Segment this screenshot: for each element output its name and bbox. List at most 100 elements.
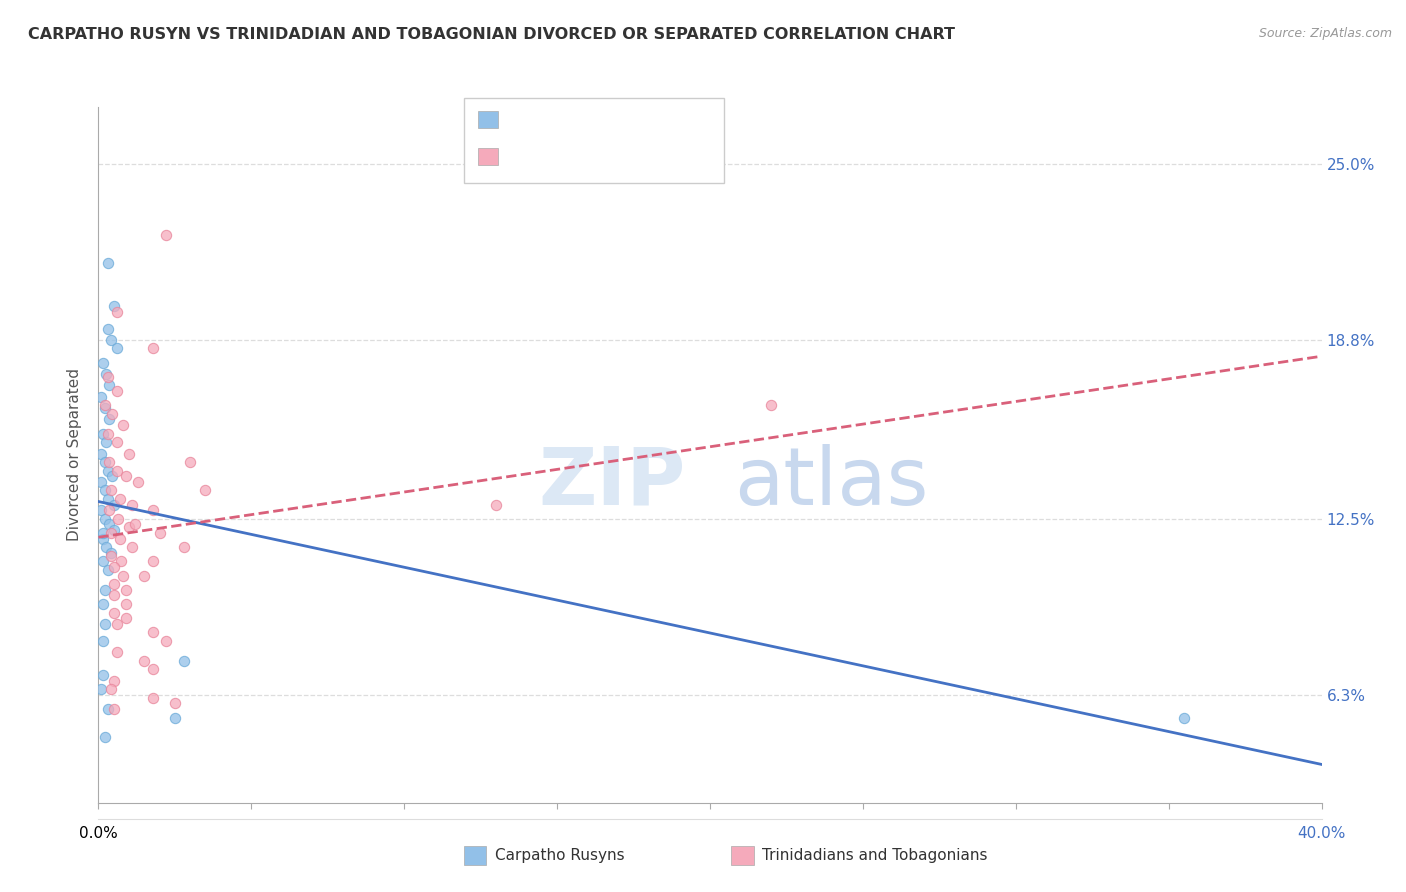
- Point: [91, 356, 114, 370]
- Point: [90, 475, 112, 489]
- Text: 40.0%: 40.0%: [1298, 825, 1346, 840]
- Point: [97, 321, 120, 335]
- Point: [163, 710, 186, 724]
- Point: [93, 398, 115, 412]
- Point: [155, 227, 177, 242]
- Point: [103, 589, 125, 603]
- Point: [91, 426, 114, 441]
- Text: atlas: atlas: [734, 443, 929, 522]
- Point: [93, 512, 115, 526]
- Point: [97, 426, 120, 441]
- Point: [91, 597, 114, 611]
- Point: [103, 560, 125, 574]
- Point: [100, 526, 122, 541]
- Point: [93, 731, 115, 745]
- Point: [93, 455, 115, 469]
- Point: [98, 503, 121, 517]
- Point: [93, 616, 115, 631]
- Text: Carpatho Rusyns: Carpatho Rusyns: [495, 848, 624, 863]
- Point: [97, 491, 120, 506]
- Point: [155, 634, 177, 648]
- Point: [94, 540, 117, 554]
- Point: [98, 455, 121, 469]
- Point: [142, 554, 165, 568]
- Point: [101, 469, 124, 483]
- Point: [111, 418, 134, 433]
- Point: [101, 407, 124, 421]
- Point: [103, 606, 125, 620]
- Point: [103, 577, 125, 591]
- Point: [149, 526, 172, 541]
- Point: [103, 702, 125, 716]
- Point: [105, 464, 128, 478]
- Point: [100, 546, 122, 560]
- Point: [91, 526, 114, 541]
- Point: [94, 367, 117, 381]
- Text: R = -0.362   N = 42: R = -0.362 N = 42: [509, 114, 666, 128]
- Point: [134, 568, 156, 582]
- Point: [97, 464, 120, 478]
- Text: Trinidadians and Tobagonians: Trinidadians and Tobagonians: [762, 848, 987, 863]
- Point: [115, 597, 138, 611]
- Point: [91, 634, 114, 648]
- Text: R =   0.348   N = 55: R = 0.348 N = 55: [509, 152, 671, 166]
- Point: [108, 532, 131, 546]
- Point: [111, 568, 134, 582]
- Point: [90, 390, 112, 404]
- Point: [103, 673, 125, 688]
- Point: [115, 582, 138, 597]
- Point: [115, 611, 138, 625]
- Point: [142, 625, 165, 640]
- Point: [98, 517, 121, 532]
- Point: [134, 654, 156, 668]
- Point: [761, 398, 783, 412]
- Text: CARPATHO RUSYN VS TRINIDADIAN AND TOBAGONIAN DIVORCED OR SEPARATED CORRELATION C: CARPATHO RUSYN VS TRINIDADIAN AND TOBAGO…: [28, 27, 955, 42]
- Point: [90, 682, 112, 697]
- Point: [97, 256, 120, 270]
- Point: [105, 435, 128, 450]
- Point: [163, 697, 186, 711]
- Point: [90, 503, 112, 517]
- Point: [98, 378, 121, 392]
- Point: [121, 498, 143, 512]
- Point: [100, 483, 122, 498]
- Point: [127, 475, 149, 489]
- Point: [142, 690, 165, 705]
- Point: [91, 554, 114, 568]
- Point: [179, 455, 201, 469]
- Point: [105, 342, 128, 356]
- Point: [173, 654, 195, 668]
- Point: [97, 369, 120, 384]
- Point: [91, 668, 114, 682]
- Point: [115, 469, 138, 483]
- Point: [105, 304, 128, 318]
- Point: [118, 446, 141, 460]
- Point: [103, 498, 125, 512]
- Point: [98, 412, 121, 426]
- Point: [105, 616, 128, 631]
- Point: [194, 483, 217, 498]
- Point: [105, 645, 128, 659]
- Point: [93, 483, 115, 498]
- Point: [100, 549, 122, 563]
- Point: [105, 384, 128, 398]
- Point: [90, 446, 112, 460]
- Point: [97, 702, 120, 716]
- Point: [142, 342, 165, 356]
- Point: [94, 435, 117, 450]
- Point: [485, 498, 508, 512]
- Point: [118, 520, 141, 534]
- Point: [108, 491, 131, 506]
- Text: 0.0%: 0.0%: [79, 825, 118, 840]
- Point: [142, 503, 165, 517]
- Point: [121, 540, 143, 554]
- Point: [93, 582, 115, 597]
- Point: [1173, 710, 1195, 724]
- Point: [93, 401, 115, 415]
- Point: [100, 682, 122, 697]
- Point: [103, 523, 125, 537]
- Point: [103, 299, 125, 313]
- Point: [100, 333, 122, 347]
- Y-axis label: Divorced or Separated: Divorced or Separated: [67, 368, 83, 541]
- Point: [107, 512, 129, 526]
